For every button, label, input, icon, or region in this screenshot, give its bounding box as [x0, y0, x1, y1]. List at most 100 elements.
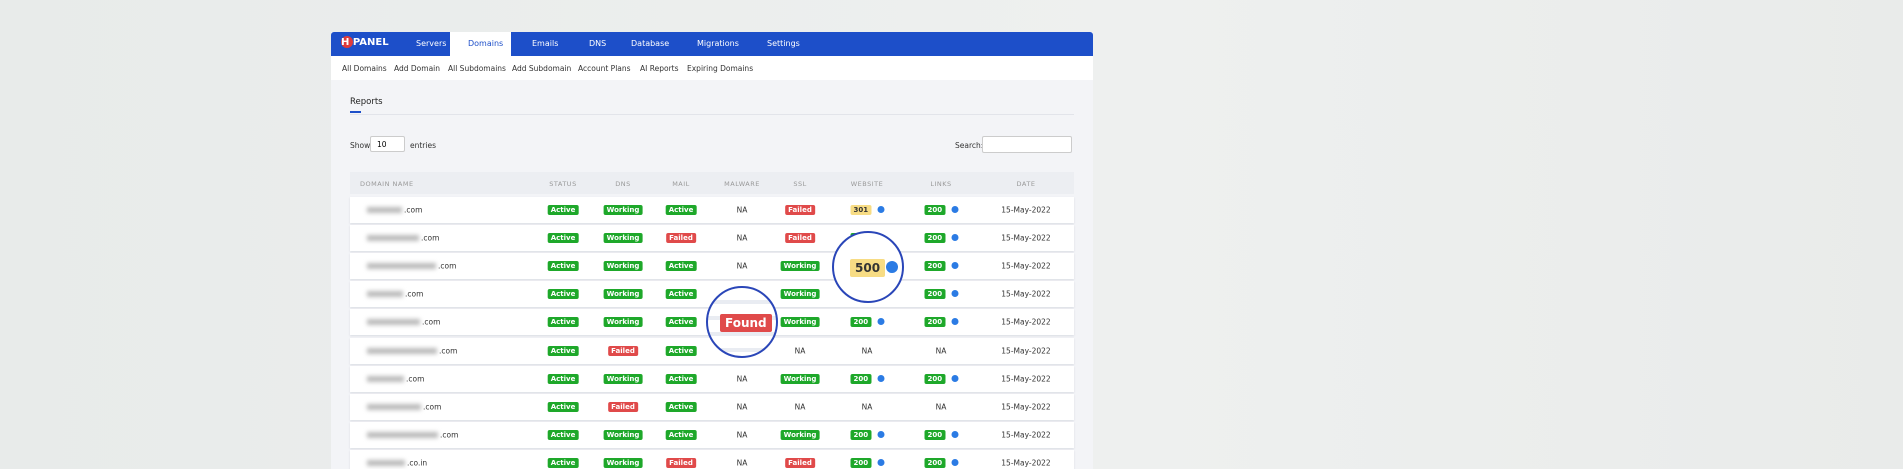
- cell-status: Active: [547, 401, 579, 412]
- cell-mail: Failed: [666, 457, 696, 468]
- cell-links: 200: [924, 261, 959, 272]
- column-header: STATUS: [549, 180, 577, 188]
- cell-dns: Working: [603, 205, 643, 215]
- logo-icon: [341, 36, 353, 48]
- info-icon[interactable]: [951, 234, 959, 242]
- cell-links: 200: [924, 429, 959, 440]
- cell-mail: Active: [665, 289, 697, 300]
- top-nav: H PANEL Servers Domains Emails DNS Database M…: [331, 32, 1093, 56]
- column-header: MAIL: [672, 180, 690, 188]
- info-icon[interactable]: [951, 206, 959, 213]
- cell-website: 301: [850, 205, 885, 215]
- nav-item[interactable]: DNS: [589, 39, 607, 48]
- domain-name: .com: [404, 205, 423, 215]
- cell-malware: NA: [736, 374, 748, 384]
- sub-nav-item[interactable]: Add Subdomain: [512, 64, 572, 73]
- table-row: [350, 253, 1074, 280]
- column-header: DATE: [1016, 180, 1036, 188]
- cell-date: 15-May-2022: [1001, 374, 1051, 384]
- info-icon[interactable]: [951, 430, 959, 438]
- domain-name: .com: [405, 289, 424, 299]
- cell-website: NA: [861, 346, 873, 355]
- active-tab: [450, 32, 511, 56]
- info-icon[interactable]: [886, 261, 898, 273]
- info-icon[interactable]: [877, 206, 885, 213]
- search-label: Search:: [955, 141, 984, 150]
- cell-website: 200: [850, 373, 885, 384]
- blurred-domain: [367, 459, 405, 466]
- blurred-domain: [367, 263, 436, 270]
- cell-status: Active: [547, 261, 579, 272]
- cell-status: Active: [547, 345, 579, 356]
- domain-name: .co.in: [407, 458, 428, 468]
- cell-status: Active: [547, 373, 579, 384]
- cell-date: 15-May-2022: [1001, 233, 1051, 243]
- zoom-callout: Found: [706, 286, 778, 358]
- sub-nav-item[interactable]: Add Domain: [394, 64, 441, 73]
- cell-status: Active: [547, 429, 579, 440]
- show-label: Show: [350, 141, 371, 150]
- column-header: DNS: [615, 180, 631, 188]
- domain-name: .com: [423, 402, 442, 412]
- info-icon[interactable]: [951, 458, 959, 466]
- blurred-domain: [367, 347, 437, 354]
- info-icon[interactable]: [877, 374, 885, 382]
- sub-nav: All Domains Add Domain All Subdomains Add S…: [331, 56, 1093, 80]
- info-icon[interactable]: [877, 318, 885, 326]
- cell-dns: Failed: [608, 401, 638, 412]
- cell-status: Active: [547, 457, 579, 468]
- cell-mail: Active: [665, 317, 697, 328]
- sub-nav-item[interactable]: All Subdomains: [448, 64, 506, 73]
- info-icon[interactable]: [877, 458, 885, 466]
- cell-mail: Failed: [666, 233, 696, 244]
- page-title: Reports: [350, 97, 383, 107]
- nav-item[interactable]: Database: [631, 39, 670, 48]
- info-icon[interactable]: [877, 430, 885, 438]
- cell-malware: NA: [736, 402, 748, 412]
- cell-dns: Working: [603, 429, 643, 440]
- info-icon[interactable]: [951, 318, 959, 326]
- sub-nav-item[interactable]: AI Reports: [640, 64, 679, 73]
- cell-dns: Working: [603, 261, 643, 272]
- info-icon[interactable]: [951, 262, 959, 270]
- zoom-callout: 500: [832, 231, 904, 303]
- callout-500: 500: [850, 259, 886, 277]
- blurred-domain: [367, 375, 404, 382]
- table-row: [350, 365, 1074, 392]
- cell-mail: Active: [665, 205, 697, 215]
- cell-dns: Working: [603, 289, 643, 300]
- info-icon[interactable]: [951, 290, 959, 298]
- cell-links: 200: [924, 373, 959, 384]
- column-header: LINKS: [930, 180, 952, 188]
- cell-website: 200: [850, 317, 885, 328]
- nav-item[interactable]: Domains: [468, 39, 504, 48]
- cell-mail: Active: [665, 261, 697, 272]
- info-icon[interactable]: [951, 374, 959, 382]
- sub-nav-item[interactable]: All Domains: [342, 64, 387, 73]
- search-input[interactable]: [982, 136, 1072, 153]
- table-header: [350, 172, 1074, 194]
- table-row: [350, 225, 1074, 252]
- table-row: [350, 197, 1074, 223]
- column-header: WEBSITE: [850, 180, 884, 188]
- sub-nav-item[interactable]: Account Plans: [578, 64, 631, 73]
- cell-dns: Working: [603, 457, 643, 468]
- nav-item[interactable]: Migrations: [697, 39, 739, 48]
- table-row: [350, 421, 1074, 448]
- cell-mail: Active: [665, 429, 697, 440]
- entries-select[interactable]: 10: [370, 136, 405, 152]
- cell-status: Active: [547, 317, 579, 328]
- nav-item[interactable]: Emails: [532, 39, 559, 48]
- nav-item[interactable]: Settings: [767, 39, 800, 48]
- cell-links: 200: [924, 457, 959, 468]
- entries-label: entries: [410, 141, 436, 150]
- cell-ssl: NA: [794, 402, 806, 412]
- cell-ssl: Working: [780, 289, 820, 300]
- cell-dns: Working: [603, 317, 643, 328]
- cell-ssl: Failed: [785, 205, 815, 215]
- sub-nav-item[interactable]: Expiring Domains: [687, 64, 754, 73]
- nav-item[interactable]: Servers: [416, 39, 447, 48]
- cell-mail: Active: [665, 373, 697, 384]
- column-header: DOMAIN NAME: [360, 180, 414, 188]
